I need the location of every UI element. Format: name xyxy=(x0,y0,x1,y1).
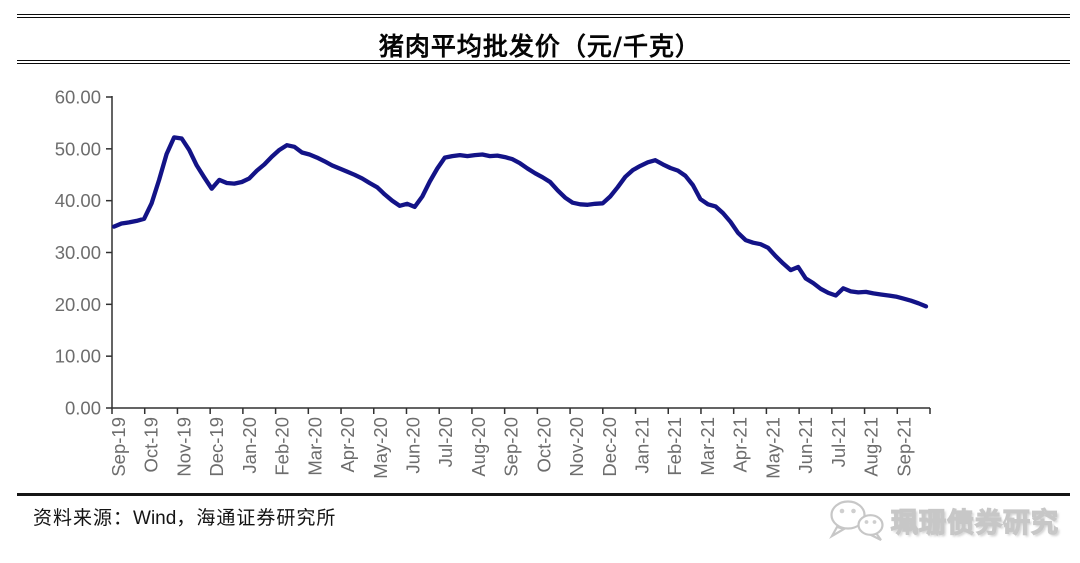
x-tick-label: Apr-21 xyxy=(730,417,751,473)
x-tick-label: Sep-20 xyxy=(501,417,522,477)
x-tick-label: Aug-21 xyxy=(861,417,882,477)
x-tick-label: Oct-19 xyxy=(141,417,162,473)
chart-title: 猪肉平均批发价（元/千克） xyxy=(378,32,702,61)
source-note-suffix: ，海通证券研究所 xyxy=(176,507,337,529)
x-tick-label: Jul-20 xyxy=(435,417,456,467)
x-tick-label: Oct-20 xyxy=(533,417,554,473)
x-tick-label: Nov-19 xyxy=(173,417,194,477)
top-double-rule xyxy=(17,14,1070,18)
y-tick-label: 60.00 xyxy=(55,87,101,108)
x-tick-label: Jan-20 xyxy=(239,417,260,474)
y-tick-label: 30.00 xyxy=(55,242,101,263)
y-tick-label: 50.00 xyxy=(55,138,101,159)
x-tick-label: Dec-20 xyxy=(599,417,620,477)
footer-rule xyxy=(17,493,1070,496)
x-tick-label: Mar-20 xyxy=(304,417,325,476)
x-tick-label: Sep-19 xyxy=(108,417,129,477)
wechat-icon xyxy=(829,500,884,541)
x-tick-label: Feb-20 xyxy=(272,417,293,476)
x-tick-label: Jul-21 xyxy=(828,417,849,467)
y-tick-label: 20.00 xyxy=(55,294,101,315)
watermark-text: 珮珊债券研究 xyxy=(890,507,1059,539)
x-tick-label: May-20 xyxy=(370,417,391,479)
x-tick-label: Nov-20 xyxy=(566,417,587,477)
source-note-source: Wind xyxy=(133,508,177,529)
price-series-line xyxy=(111,135,929,309)
x-tick-label: Feb-21 xyxy=(664,417,685,476)
y-tick-label: 10.00 xyxy=(55,346,101,367)
source-note: 资料来源：Wind，海通证券研究所 xyxy=(33,503,336,530)
x-tick-label: May-21 xyxy=(762,417,783,479)
x-tick-label: Jan-21 xyxy=(632,417,653,474)
x-tick-label: Jun-20 xyxy=(402,417,423,474)
x-tick-label: Sep-21 xyxy=(893,417,914,477)
axes xyxy=(111,96,930,409)
pork-price-line-chart: 0.00 10.00 20.00 30.00 40.00 50.00 60.00 Sep-19… xyxy=(55,87,931,479)
y-tick-label: 40.00 xyxy=(55,190,101,211)
x-tick-label: Dec-19 xyxy=(206,417,227,477)
title-bottom-rule xyxy=(17,60,1070,64)
x-tick-label: Jun-21 xyxy=(795,417,816,474)
y-tick-label: 0.00 xyxy=(65,398,101,419)
x-tick-label: Aug-20 xyxy=(468,417,489,477)
x-tick-label: Mar-21 xyxy=(697,417,718,476)
watermark: 珮珊债券研究 xyxy=(826,494,1076,546)
x-tick-label: Apr-20 xyxy=(337,417,358,473)
source-note-prefix: 资料来源： xyxy=(33,507,134,529)
